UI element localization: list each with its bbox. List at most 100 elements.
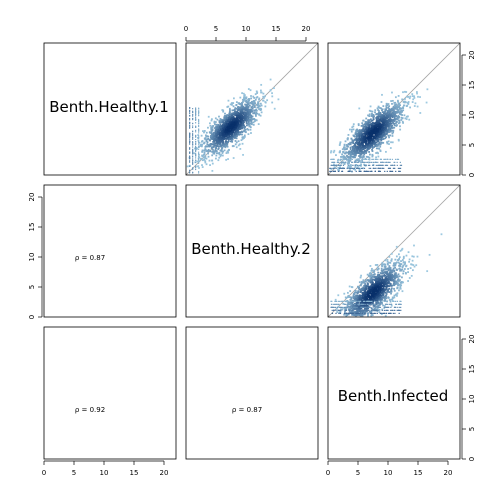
data-point — [220, 130, 223, 133]
data-point — [218, 142, 220, 145]
data-point — [345, 148, 347, 151]
data-point — [214, 150, 217, 152]
data-point — [230, 128, 233, 131]
data-point — [390, 118, 392, 121]
data-point — [242, 119, 244, 122]
data-point — [398, 306, 400, 308]
data-point — [386, 279, 389, 282]
data-point — [225, 129, 227, 132]
data-point — [230, 136, 233, 138]
data-point — [333, 303, 335, 305]
data-point — [198, 135, 200, 137]
data-point — [365, 143, 367, 146]
data-point — [374, 306, 377, 308]
data-point — [204, 148, 207, 150]
data-point — [225, 126, 228, 129]
data-point — [381, 123, 383, 126]
tick-label: 10 — [100, 469, 109, 477]
data-point — [392, 120, 394, 123]
data-point — [198, 122, 200, 124]
data-point — [365, 150, 368, 153]
data-point — [395, 272, 397, 275]
data-point — [413, 105, 416, 107]
data-point — [408, 260, 411, 263]
data-point — [358, 299, 361, 302]
data-point — [243, 127, 246, 130]
data-point — [361, 156, 364, 159]
data-point — [213, 120, 216, 123]
data-point — [376, 264, 379, 266]
data-point — [392, 312, 394, 314]
data-point — [222, 122, 225, 125]
data-point — [344, 309, 346, 311]
data-point — [211, 143, 214, 146]
data-point — [353, 293, 355, 296]
data-point — [379, 295, 381, 298]
data-point — [388, 115, 391, 117]
data-point — [354, 159, 357, 162]
data-point — [380, 312, 382, 314]
data-point — [362, 161, 364, 163]
data-point — [334, 306, 336, 308]
data-point — [227, 138, 230, 141]
data-point — [351, 300, 354, 302]
data-point — [224, 143, 226, 146]
data-point — [343, 161, 345, 163]
data-point — [222, 142, 225, 144]
data-point — [236, 131, 239, 134]
data-point — [400, 300, 402, 302]
data-point — [224, 125, 227, 128]
data-point — [354, 168, 357, 171]
data-point — [244, 116, 247, 119]
data-point — [339, 167, 341, 169]
data-point — [369, 138, 372, 141]
data-point — [360, 288, 363, 290]
data-point — [385, 297, 388, 300]
data-point — [380, 120, 383, 123]
panel-frame-3-1 — [43, 326, 177, 460]
data-point — [366, 302, 369, 305]
data-point — [253, 111, 256, 114]
data-point — [356, 297, 359, 299]
data-point — [394, 274, 397, 277]
data-point — [250, 109, 253, 112]
data-point — [251, 100, 254, 103]
data-point — [380, 131, 382, 134]
data-point — [386, 120, 389, 123]
data-point — [382, 164, 384, 166]
data-point — [389, 147, 392, 149]
data-point — [255, 109, 258, 112]
data-point — [393, 124, 396, 127]
data-point — [251, 110, 254, 112]
data-point — [402, 264, 405, 267]
data-point — [351, 286, 354, 289]
data-point — [371, 140, 374, 143]
data-point — [245, 119, 248, 122]
data-point — [389, 279, 392, 282]
data-point — [226, 145, 229, 148]
data-point — [363, 150, 366, 152]
data-point — [366, 273, 369, 276]
data-point — [359, 150, 361, 153]
data-point — [396, 164, 398, 166]
data-point — [376, 129, 378, 132]
data-point — [237, 124, 239, 126]
data-point — [206, 143, 209, 146]
data-point — [237, 128, 240, 131]
data-point — [348, 158, 351, 160]
data-point — [365, 142, 368, 145]
data-point — [368, 272, 371, 275]
data-point — [396, 306, 398, 308]
data-point — [353, 291, 356, 294]
data-point — [360, 303, 362, 305]
tick-label: 20 — [302, 25, 311, 33]
data-point — [214, 132, 217, 134]
data-point — [195, 129, 197, 132]
data-point — [428, 253, 431, 256]
data-point — [198, 110, 200, 112]
data-point — [330, 151, 332, 154]
data-point — [227, 140, 230, 142]
data-point — [388, 143, 390, 145]
data-point — [260, 111, 263, 114]
data-point — [398, 309, 400, 311]
